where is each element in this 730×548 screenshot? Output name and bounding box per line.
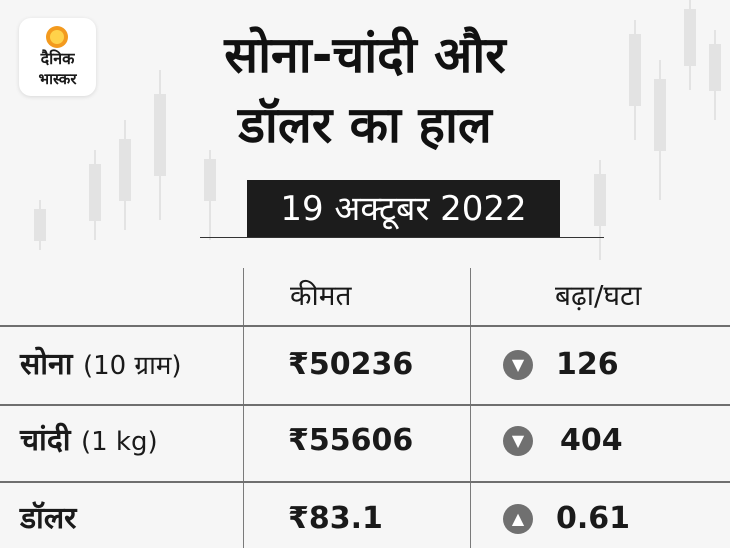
row-divider: [0, 325, 730, 327]
table-row-label: चांदी (1 kg): [20, 426, 158, 456]
date-badge: 19 अक्टूबर 2022: [247, 180, 560, 238]
chevron-up-icon: ▲: [503, 504, 533, 534]
dainik-bhaskar-logo: दैनिक भास्कर: [19, 18, 96, 96]
logo-line-2: भास्कर: [38, 70, 77, 88]
candlestick-background: [34, 0, 721, 260]
logo-line-1: दैनिक: [40, 49, 75, 68]
table-row-label: डॉलर: [20, 504, 76, 534]
headline-line-1: सोना-चांदी और: [224, 26, 506, 84]
row-price: ₹83.1: [288, 501, 383, 536]
row-price: ₹55606: [288, 423, 414, 458]
price-table: कीमत बढ़ा/घटा सोना (10 ग्राम) ₹50236 ▼ 1…: [0, 268, 730, 548]
column-divider: [470, 268, 471, 548]
table-row-label: सोना (10 ग्राम): [20, 350, 182, 380]
row-change: 404: [560, 423, 623, 458]
row-unit-text: (10 ग्राम): [82, 351, 182, 381]
row-price: ₹50236: [288, 347, 414, 382]
sun-icon: [46, 26, 68, 48]
row-label-text: सोना: [20, 347, 73, 382]
header-change: बढ़ा/घटा: [555, 279, 642, 312]
headline-line-2: डॉलर का हाल: [238, 96, 492, 154]
chevron-down-icon: ▼: [503, 426, 533, 456]
row-divider: [0, 404, 730, 406]
chevron-down-icon: ▼: [503, 350, 533, 380]
row-label-text: चांदी: [20, 423, 71, 458]
row-change: 126: [556, 347, 619, 382]
row-change: 0.61: [556, 501, 631, 536]
column-divider: [243, 268, 244, 548]
row-divider: [0, 481, 730, 483]
row-label-text: डॉलर: [20, 501, 77, 536]
row-unit-text: (1 kg): [80, 427, 158, 457]
date-underline: [200, 237, 604, 238]
header-price: कीमत: [290, 279, 352, 312]
